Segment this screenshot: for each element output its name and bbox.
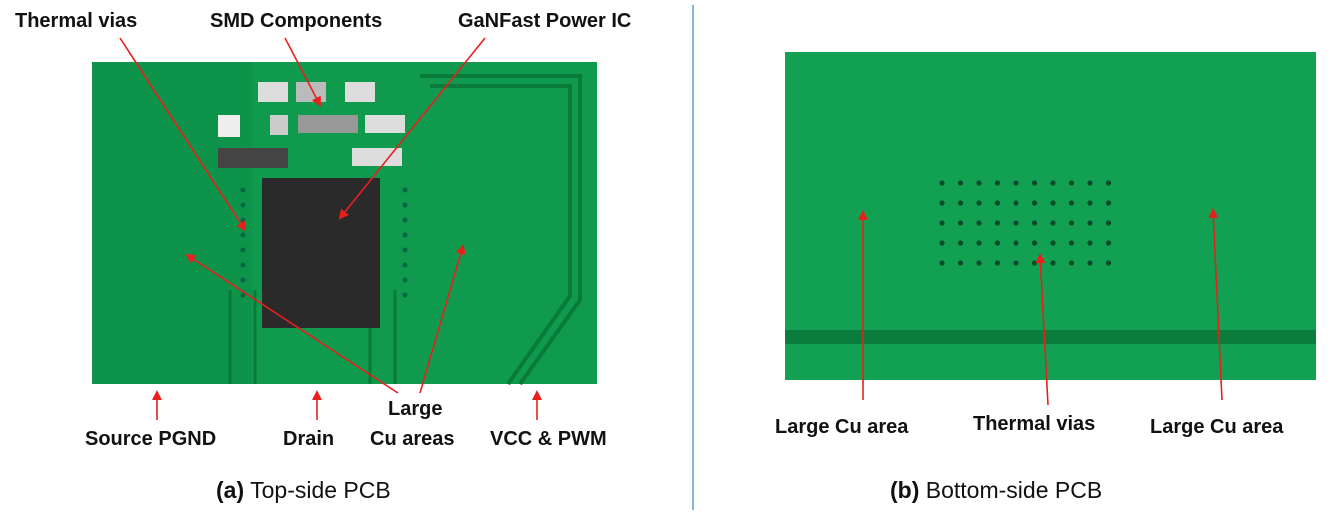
caption-a-text: Top-side PCB [250,477,391,503]
via-dot [957,240,964,246]
via-dot [1050,200,1056,206]
ganfast-ic-chip [262,178,380,328]
via-dot [976,260,982,266]
arrow-thermal-vias [119,37,247,232]
via-dot [1068,220,1075,226]
via-dot [1013,220,1019,226]
label-large: Large [388,398,443,420]
via-dot [240,277,246,283]
via-dot [1105,240,1112,246]
via-dot [1050,260,1056,266]
label-thermal-vias: Thermal vias [15,10,138,32]
bottom-side-pcb-photo [785,52,1316,380]
via-dot [240,292,246,298]
via-dot [939,260,945,266]
via-dot [402,277,408,283]
via-dot [994,260,1001,266]
arrow-large-cu-left [185,253,399,394]
label-vcc-pwm: VCC & PWM [490,428,607,450]
via-dot [240,217,246,223]
via-dot [1068,200,1075,206]
via-dot [1087,220,1093,226]
caption-b-text: Bottom-side PCB [925,477,1103,503]
via-dot [240,262,246,268]
via-dot [402,187,408,193]
label-large-cu-right: Large Cu area [1150,416,1284,438]
arrow-thermal-vias-b [1035,253,1049,406]
via-dot [402,262,408,268]
via-dot [957,220,964,226]
via-dot [402,292,408,298]
label-source-pgnd: Source PGND [85,428,217,450]
via-dot [976,220,982,226]
via-dot [402,217,408,223]
via-dot [976,180,982,186]
label-smd-components: SMD Components [210,10,383,32]
via-dot [1013,240,1019,246]
caption-b-prefix: (b) [890,477,920,503]
via-dot [1105,180,1112,186]
via-dot [1087,200,1093,206]
arrow-large-cu-right [419,244,466,394]
label-large-cu-left: Large Cu area [775,416,909,438]
via-dot [1050,180,1056,186]
via-dot [1031,220,1038,226]
label-ganfast-ic: GaNFast Power IC [458,10,632,32]
via-dot [240,247,246,253]
caption-a-prefix: (a) [216,477,245,503]
via-dot [957,260,964,266]
caption-b: (b) Bottom-side PCB [890,477,1102,504]
via-dot [1105,260,1112,266]
via-dot [939,240,945,246]
via-dot [994,200,1001,206]
via-dot [1050,220,1056,226]
via-dot [957,200,964,206]
via-dot [994,180,1001,186]
via-dot [1013,180,1019,186]
via-dot [1068,180,1075,186]
via-dot [994,240,1001,246]
via-dot [402,247,408,253]
via-dot [939,180,945,186]
via-dot [1013,200,1019,206]
via-dot [976,200,982,206]
arrow-smd [284,37,321,107]
via-dot [240,202,246,208]
via-dot [1031,200,1038,206]
label-drain: Drain [283,428,335,450]
via-dot [976,240,982,246]
via-dot [1068,240,1075,246]
via-dot [1087,180,1093,186]
via-dot [402,202,408,208]
arrow-large-cu-b-right [1208,208,1223,401]
label-cu-areas: Cu areas [370,428,455,450]
via-dot [240,232,246,238]
via-dot [1050,240,1056,246]
arrow-ganfast [338,37,486,220]
via-dot [240,187,246,193]
label-thermal-vias-b: Thermal vias [973,413,1096,435]
via-dot [1031,260,1038,266]
top-side-pcb-photo [92,62,597,386]
via-dot [1068,260,1075,266]
via-dot [939,220,945,226]
via-dot [1031,240,1038,246]
via-dot [1087,260,1093,266]
via-dot [1105,200,1112,206]
via-dot [957,180,964,186]
via-dot [1031,180,1038,186]
caption-a: (a) Top-side PCB [216,477,391,504]
via-dot [994,220,1001,226]
via-dot [1105,220,1112,226]
via-dot [939,200,945,206]
via-dot [402,232,408,238]
via-dot [1013,260,1019,266]
via-dot [1087,240,1093,246]
